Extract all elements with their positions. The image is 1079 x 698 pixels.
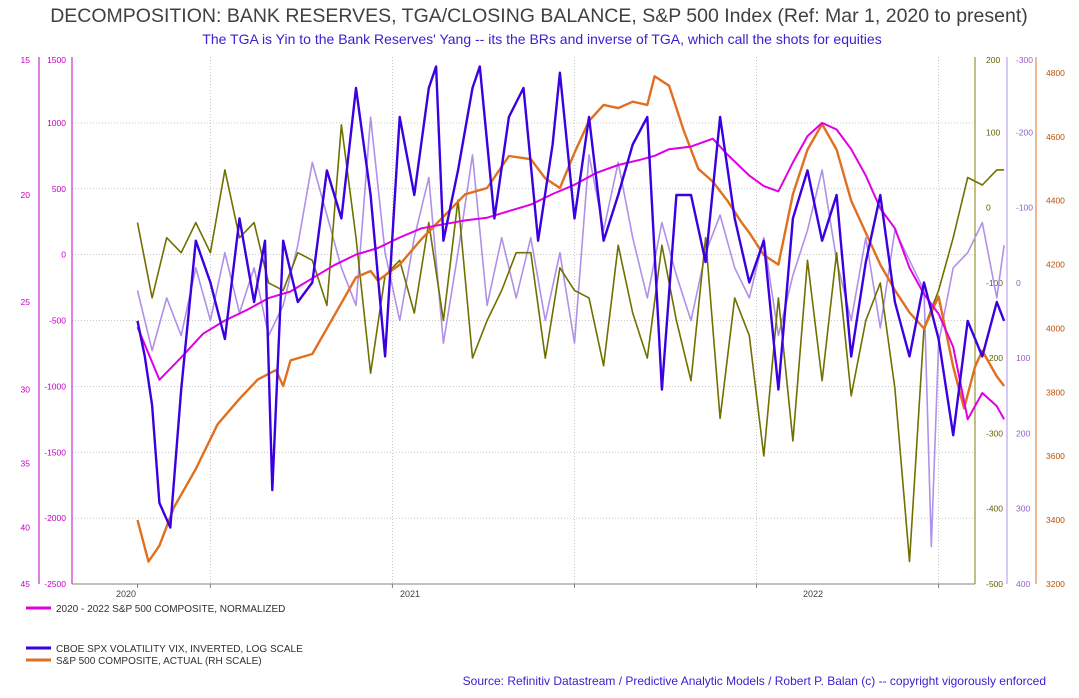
sp500-axis-tick: 3600 bbox=[1046, 451, 1065, 461]
normalized-axis-tick: -1500 bbox=[44, 447, 66, 457]
sp500-actual-line bbox=[136, 74, 1006, 563]
vix-axis-tick: 30 bbox=[21, 384, 31, 394]
legend: 2020 - 2022 S&P 500 COMPOSITE, NORMALIZE… bbox=[26, 604, 303, 667]
normalized-axis-tick: 1000 bbox=[47, 118, 66, 128]
bank-reserves-line bbox=[136, 124, 1005, 563]
legend-label: 2020 - 2022 S&P 500 COMPOSITE, NORMALIZE… bbox=[56, 604, 285, 615]
bank-reserves-axis-tick: -300 bbox=[986, 428, 1003, 438]
tga-axis-tick: -200 bbox=[1016, 127, 1033, 137]
normalized-axis-tick: -2500 bbox=[44, 579, 66, 589]
sp500-axis-tick: 3800 bbox=[1046, 387, 1065, 397]
legend-label: CBOE SPX VOLATILITY VIX, INVERTED, LOG S… bbox=[56, 644, 303, 655]
sp500-axis-tick: 4800 bbox=[1046, 68, 1065, 78]
normalized-axis-tick: 500 bbox=[52, 184, 66, 194]
plot-area-border bbox=[38, 57, 1037, 585]
sp500-axis-tick: 4600 bbox=[1046, 132, 1065, 142]
normalized-axis-tick: -2000 bbox=[44, 513, 66, 523]
tga-axis-tick: -100 bbox=[1016, 203, 1033, 213]
tga-line bbox=[136, 116, 1005, 548]
bank-reserves-axis-tick: -200 bbox=[986, 353, 1003, 363]
bank-reserves-axis-tick: -500 bbox=[986, 579, 1003, 589]
sp500-axis-tick: 4000 bbox=[1046, 323, 1065, 333]
bank-reserves-axis-tick: 200 bbox=[986, 55, 1000, 65]
bank-reserves-axis-tick: 100 bbox=[986, 127, 1000, 137]
normalized-axis-tick: -500 bbox=[49, 316, 66, 326]
vix-axis-tick: 35 bbox=[21, 458, 31, 468]
tga-axis-tick: -300 bbox=[1016, 55, 1033, 65]
bank-reserves-axis-tick: 0 bbox=[986, 203, 991, 213]
vix-inverted-line bbox=[136, 65, 1006, 529]
tga-axis-tick: 400 bbox=[1016, 579, 1030, 589]
tga-axis-tick: 100 bbox=[1016, 353, 1030, 363]
vix-axis-tick: 20 bbox=[21, 190, 31, 200]
vix-axis-tick: 45 bbox=[21, 579, 31, 589]
sp500-axis-tick: 4400 bbox=[1046, 196, 1065, 206]
chart-subtitle: The TGA is Yin to the Bank Reserves' Yan… bbox=[202, 31, 881, 47]
axis-tick-labels: 15202530354045150010005000-500-1000-1500… bbox=[21, 55, 1066, 599]
normalized-axis-tick: -1000 bbox=[44, 381, 66, 391]
x-tick-label: 2022 bbox=[803, 589, 823, 599]
source-credit: Source: Refinitiv Datastream / Predictiv… bbox=[463, 674, 1046, 688]
x-tick-label: 2020 bbox=[116, 589, 136, 599]
vix-axis-tick: 40 bbox=[21, 522, 31, 532]
sp500-axis-tick: 3400 bbox=[1046, 515, 1065, 525]
normalized-axis-tick: 0 bbox=[61, 250, 66, 260]
sp500-axis-tick: 4200 bbox=[1046, 260, 1065, 270]
tga-axis-tick: 300 bbox=[1016, 504, 1030, 514]
legend-label: S&P 500 COMPOSITE, ACTUAL (RH SCALE) bbox=[56, 656, 262, 667]
normalized-axis-tick: 1500 bbox=[47, 55, 66, 65]
x-tick-label: 2021 bbox=[400, 589, 420, 599]
bank-reserves-axis-tick: -400 bbox=[986, 504, 1003, 514]
sp500-normalized-line bbox=[136, 121, 1005, 421]
vix-axis-tick: 15 bbox=[21, 55, 31, 65]
chart-title: DECOMPOSITION: BANK RESERVES, TGA/CLOSIN… bbox=[50, 5, 1028, 27]
tga-axis-tick: 0 bbox=[1016, 278, 1021, 288]
series-lines bbox=[136, 65, 1006, 563]
vix-axis-tick: 25 bbox=[21, 297, 31, 307]
sp500-axis-tick: 3200 bbox=[1046, 579, 1065, 589]
gridlines bbox=[72, 57, 975, 584]
tga-axis-tick: 200 bbox=[1016, 428, 1030, 438]
